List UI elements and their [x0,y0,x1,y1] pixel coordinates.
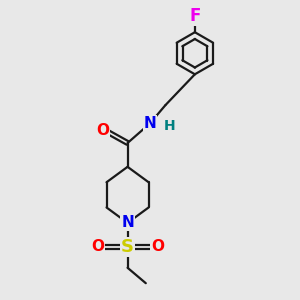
Text: O: O [97,123,110,138]
Text: N: N [144,116,156,131]
Text: F: F [189,7,201,25]
Text: O: O [91,239,104,254]
Text: O: O [151,239,164,254]
Text: H: H [164,118,176,133]
Text: S: S [121,238,134,256]
Text: N: N [121,215,134,230]
